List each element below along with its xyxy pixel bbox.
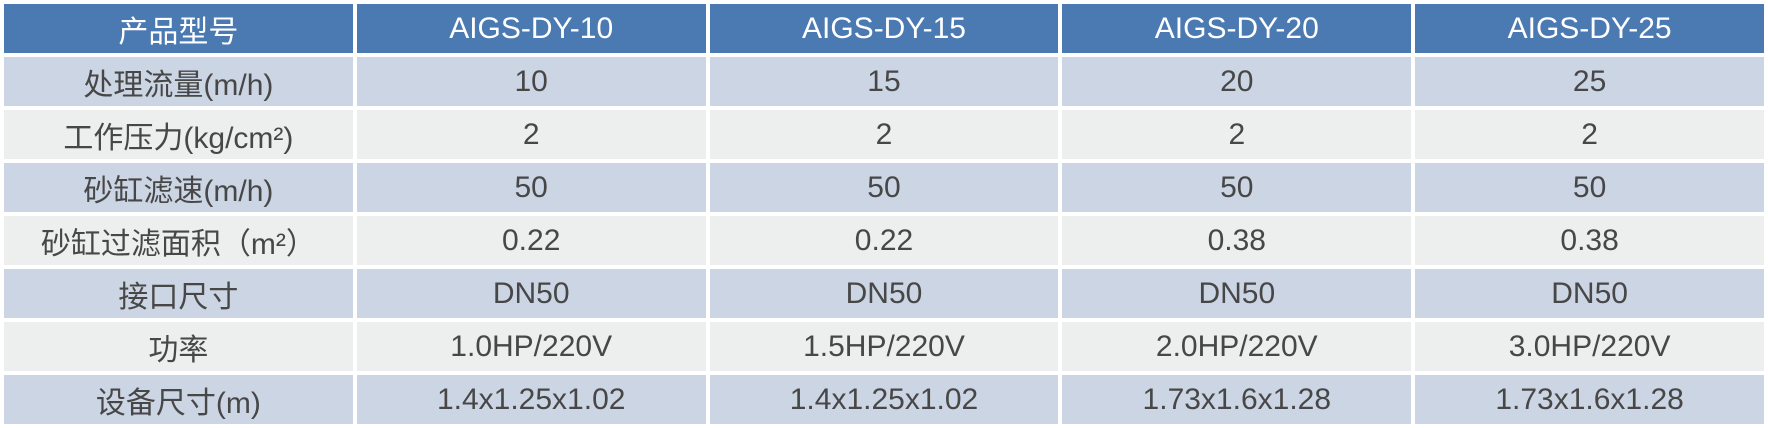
table-row-filter-speed: 砂缸滤速(m/h) 50 50 50 50 — [4, 163, 1764, 212]
spec-value: 0.38 — [1062, 216, 1412, 265]
spec-row-label: 处理流量(m/h) — [4, 57, 353, 106]
spec-value: 15 — [709, 57, 1059, 106]
spec-value: 50 — [356, 163, 706, 212]
spec-table-body: 处理流量(m/h) 10 15 20 25 工作压力(kg/cm²) 2 2 2… — [4, 57, 1764, 424]
spec-value: 25 — [1415, 57, 1764, 106]
spec-value: 0.22 — [709, 216, 1059, 265]
spec-value: 1.0HP/220V — [356, 322, 706, 371]
spec-value: DN50 — [1415, 269, 1764, 318]
spec-value: 1.5HP/220V — [709, 322, 1059, 371]
table-row-power: 功率 1.0HP/220V 1.5HP/220V 2.0HP/220V 3.0H… — [4, 322, 1764, 371]
spec-row-label: 功率 — [4, 322, 353, 371]
spec-value: 50 — [709, 163, 1059, 212]
spec-row-label: 砂缸滤速(m/h) — [4, 163, 353, 212]
spec-row-label: 砂缸过滤面积（m²） — [4, 216, 353, 265]
column-header-model-3: AIGS-DY-20 — [1062, 4, 1412, 53]
spec-value: 2.0HP/220V — [1062, 322, 1412, 371]
spec-row-label: 接口尺寸 — [4, 269, 353, 318]
spec-value: 50 — [1062, 163, 1412, 212]
spec-value: 2 — [709, 110, 1059, 159]
spec-value: 2 — [1062, 110, 1412, 159]
spec-value: 10 — [356, 57, 706, 106]
spec-value: 0.38 — [1415, 216, 1764, 265]
spec-value: DN50 — [709, 269, 1059, 318]
spec-value: 2 — [356, 110, 706, 159]
spec-value: 0.22 — [356, 216, 706, 265]
spec-value: DN50 — [1062, 269, 1412, 318]
spec-value: 1.4x1.25x1.02 — [709, 375, 1059, 424]
table-row-filter-area: 砂缸过滤面积（m²） 0.22 0.22 0.38 0.38 — [4, 216, 1764, 265]
spec-value: 1.4x1.25x1.02 — [356, 375, 706, 424]
table-row-working-pressure: 工作压力(kg/cm²) 2 2 2 2 — [4, 110, 1764, 159]
column-header-model-2: AIGS-DY-15 — [709, 4, 1059, 53]
spec-value: 3.0HP/220V — [1415, 322, 1764, 371]
spec-value: 2 — [1415, 110, 1764, 159]
header-row: 产品型号 AIGS-DY-10 AIGS-DY-15 AIGS-DY-20 AI… — [4, 4, 1764, 53]
spec-value: 20 — [1062, 57, 1412, 106]
header-product-model-label: 产品型号 — [4, 4, 353, 53]
table-row-flow-rate: 处理流量(m/h) 10 15 20 25 — [4, 57, 1764, 106]
table-row-interface-size: 接口尺寸 DN50 DN50 DN50 DN50 — [4, 269, 1764, 318]
spec-row-label: 设备尺寸(m) — [4, 375, 353, 424]
table-row-equipment-size: 设备尺寸(m) 1.4x1.25x1.02 1.4x1.25x1.02 1.73… — [4, 375, 1764, 424]
spec-value: 1.73x1.6x1.28 — [1415, 375, 1764, 424]
spec-value: DN50 — [356, 269, 706, 318]
column-header-model-1: AIGS-DY-10 — [356, 4, 706, 53]
column-header-model-4: AIGS-DY-25 — [1415, 4, 1764, 53]
spec-value: 1.73x1.6x1.28 — [1062, 375, 1412, 424]
spec-table-header: 产品型号 AIGS-DY-10 AIGS-DY-15 AIGS-DY-20 AI… — [4, 4, 1764, 53]
spec-row-label: 工作压力(kg/cm²) — [4, 110, 353, 159]
spec-value: 50 — [1415, 163, 1764, 212]
